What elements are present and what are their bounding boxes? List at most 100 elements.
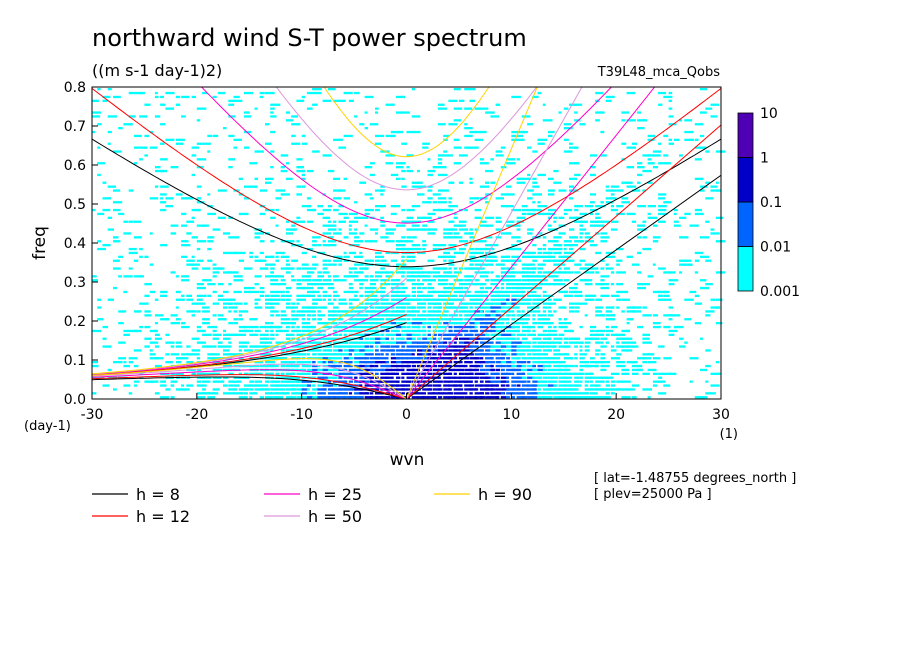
heatmap-cell [343,251,347,255]
heatmap-cell [432,345,438,348]
heatmap-cell [569,259,575,262]
heatmap-cell [679,345,686,348]
heatmap-cell [679,236,689,239]
heatmap-cell [485,368,494,372]
heatmap-cell [537,201,541,204]
heatmap-cell [569,329,574,333]
heatmap-cell [417,337,421,340]
heatmap-cell [202,294,207,297]
heatmap-cell [375,255,385,258]
heatmap-cell [542,275,546,278]
heatmap-cell [312,388,319,391]
heatmap-cell [317,341,321,344]
heatmap-cell [548,384,557,387]
heatmap-cell [521,251,532,255]
heatmap-cell [306,247,313,251]
heatmap-cell [375,353,381,356]
heatmap-cell [270,283,276,286]
heatmap-cell [616,189,624,192]
heatmap-cell [621,181,629,184]
heatmap-cell [495,220,502,223]
heatmap-cell [569,185,575,188]
heatmap-cell [668,91,673,95]
heatmap-cell [369,322,378,325]
heatmap-cell [553,325,557,329]
heatmap-cell [443,322,450,325]
heatmap-cell [495,325,504,329]
heatmap-cell [464,380,473,383]
heatmap-cell [474,279,480,282]
heatmap-cell [390,306,395,309]
heatmap-cell [558,392,567,395]
heatmap-cell [464,208,468,212]
heatmap-cell [458,302,468,305]
heatmap-cell [186,361,194,364]
heatmap-cell [521,337,528,340]
heatmap-cell [521,322,529,325]
heatmap-cell [437,392,445,395]
heatmap-cell [485,201,490,204]
heatmap-cell [181,244,191,247]
heatmap-cell [705,150,710,153]
heatmap-cell [364,208,374,212]
heatmap-cell [532,259,537,262]
heatmap-cell [406,353,413,356]
heatmap-cell [244,197,250,200]
heatmap-cell [652,325,661,329]
heatmap-cell [396,298,404,301]
heatmap-cell [595,361,603,364]
heatmap-cell [448,341,453,344]
heatmap-cell [217,345,224,348]
heatmap-cell [196,368,202,372]
heatmap-cell [485,384,495,387]
heatmap-cell [548,193,555,196]
heatmap-cell [584,294,593,297]
heatmap-cell [427,322,435,325]
heatmap-cell [401,314,411,317]
heatmap-cell [443,392,452,395]
heatmap-cell [574,306,580,309]
heatmap-cell [348,228,352,231]
heatmap-cell [574,240,583,243]
heatmap-cell [437,372,443,375]
heatmap-cell [532,357,541,360]
heatmap-cell [427,306,432,309]
heatmap-cell [380,286,386,290]
heatmap-cell [285,318,291,321]
heatmap-cell [233,275,243,278]
heatmap-cell [521,392,525,395]
heatmap-cell [228,302,233,305]
heatmap-cell [217,380,225,383]
heatmap-cell [479,349,484,352]
heatmap-cell [359,123,365,126]
heatmap-cell [658,220,666,223]
heatmap-cell [715,361,720,364]
heatmap-cell [280,310,286,313]
heatmap-cell [469,247,475,251]
heatmap-cell [343,329,353,333]
heatmap-cell [590,396,597,399]
heatmap-cell [406,337,414,340]
heatmap-cell [443,318,452,321]
heatmap-cell [574,103,583,106]
heatmap-cell [291,353,301,356]
heatmap-cell [333,345,341,348]
heatmap-cell [285,349,296,352]
heatmap-cell [348,267,357,270]
heatmap-cell [663,384,671,387]
heatmap-cell [107,298,114,301]
heatmap-cell [516,396,525,399]
heatmap-cell [595,384,601,387]
heatmap-cell [626,322,630,325]
heatmap-cell [705,220,710,223]
heatmap-cell [563,251,570,255]
heatmap-cell [443,154,449,157]
heatmap-cell [553,216,557,219]
heatmap-cell [427,341,436,344]
heatmap-cell [375,357,381,360]
heatmap-cell [406,208,412,212]
heatmap-cell [375,392,382,395]
heatmap-cell [563,267,570,270]
heatmap-cell [495,376,500,379]
heatmap-cell [259,353,267,356]
